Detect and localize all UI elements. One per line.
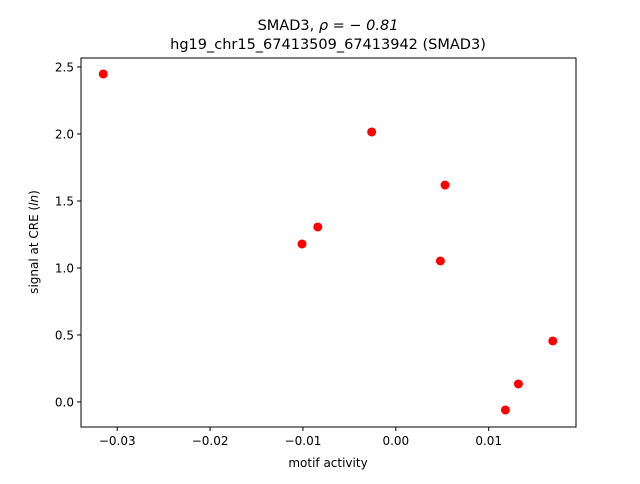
data-point — [513, 379, 523, 389]
chart-title-line1: SMAD3, ρ = − 0.81 — [258, 18, 399, 34]
axes-frame — [80, 57, 577, 428]
y-tick-label: 1.5 — [55, 194, 74, 208]
plot-area — [98, 69, 558, 415]
data-point — [367, 127, 377, 137]
data-point — [548, 336, 558, 346]
data-point — [98, 69, 108, 79]
x-axis-label: motif activity — [288, 456, 367, 470]
data-point — [313, 222, 323, 232]
y-axis: 0.0 0.5 1.0 1.5 2.0 2.5 — [55, 60, 81, 409]
data-point — [435, 256, 445, 266]
x-axis: −0.03 −0.02 −0.01 0.00 0.01 — [99, 427, 502, 448]
y-tick-label: 0.5 — [55, 328, 74, 342]
data-point — [500, 405, 510, 415]
y-axis-label: signal at CRE (ln) — [27, 190, 41, 294]
x-tick-label: −0.02 — [192, 434, 229, 448]
x-tick-label: 0.01 — [475, 434, 502, 448]
x-tick-label: −0.03 — [99, 434, 136, 448]
chart-title-line2: hg19_chr15_67413509_67413942 (SMAD3) — [170, 37, 486, 53]
data-point — [440, 180, 450, 190]
y-tick-label: 2.0 — [55, 127, 74, 141]
y-tick-label: 2.5 — [55, 60, 74, 74]
y-tick-label: 0.0 — [55, 395, 74, 409]
x-tick-label: −0.01 — [285, 434, 322, 448]
y-tick-label: 1.0 — [55, 261, 74, 275]
data-point — [297, 239, 307, 249]
x-tick-label: 0.00 — [382, 434, 409, 448]
